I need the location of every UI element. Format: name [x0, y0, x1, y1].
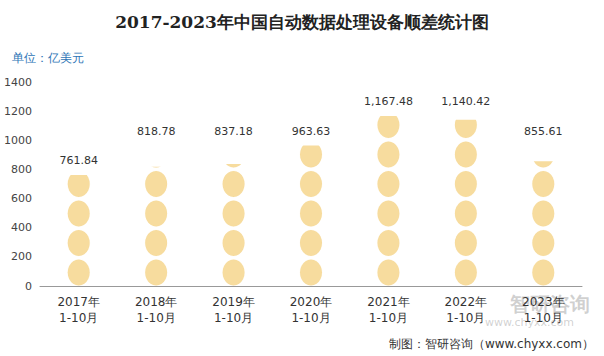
svg-text:200: 200 [11, 250, 32, 263]
svg-text:1-10月: 1-10月 [446, 311, 485, 325]
svg-text:2022年: 2022年 [445, 295, 488, 309]
svg-text:2020年: 2020年 [290, 295, 333, 309]
svg-text:2021年: 2021年 [367, 295, 410, 309]
svg-text:1-10月: 1-10月 [369, 311, 408, 325]
svg-text:2023年: 2023年 [522, 295, 565, 309]
svg-text:2019年: 2019年 [212, 295, 255, 309]
svg-text:1000: 1000 [4, 134, 32, 147]
svg-text:837.18: 837.18 [214, 125, 253, 138]
svg-text:800: 800 [11, 163, 32, 176]
svg-text:963.63: 963.63 [292, 125, 331, 138]
svg-text:855.61: 855.61 [524, 125, 563, 138]
svg-text:单位：亿美元: 单位：亿美元 [12, 51, 84, 65]
svg-text:1-10月: 1-10月 [524, 311, 563, 325]
svg-text:600: 600 [11, 192, 32, 205]
svg-text:1-10月: 1-10月 [59, 311, 98, 325]
svg-text:400: 400 [11, 221, 32, 234]
svg-text:1-10月: 1-10月 [214, 311, 253, 325]
svg-text:1,167.48: 1,167.48 [364, 95, 413, 108]
svg-text:1-10月: 1-10月 [291, 311, 330, 325]
svg-text:2017-2023年中国自动数据处理设备顺差统计图: 2017-2023年中国自动数据处理设备顺差统计图 [115, 12, 489, 32]
svg-text:818.78: 818.78 [137, 125, 176, 138]
svg-text:1200: 1200 [4, 105, 32, 118]
svg-text:761.84: 761.84 [59, 154, 98, 167]
svg-text:2017年: 2017年 [57, 295, 100, 309]
svg-text:1-10月: 1-10月 [137, 311, 176, 325]
svg-text:1400: 1400 [4, 76, 32, 89]
svg-text:智研咨询: 智研咨询 [510, 292, 590, 316]
svg-text:0: 0 [25, 280, 32, 293]
svg-text:2018年: 2018年 [135, 295, 178, 309]
svg-text:1,140.42: 1,140.42 [441, 95, 490, 108]
svg-text:制图：智研咨询（www.chyxx.com）: 制图：智研咨询（www.chyxx.com） [389, 337, 594, 351]
